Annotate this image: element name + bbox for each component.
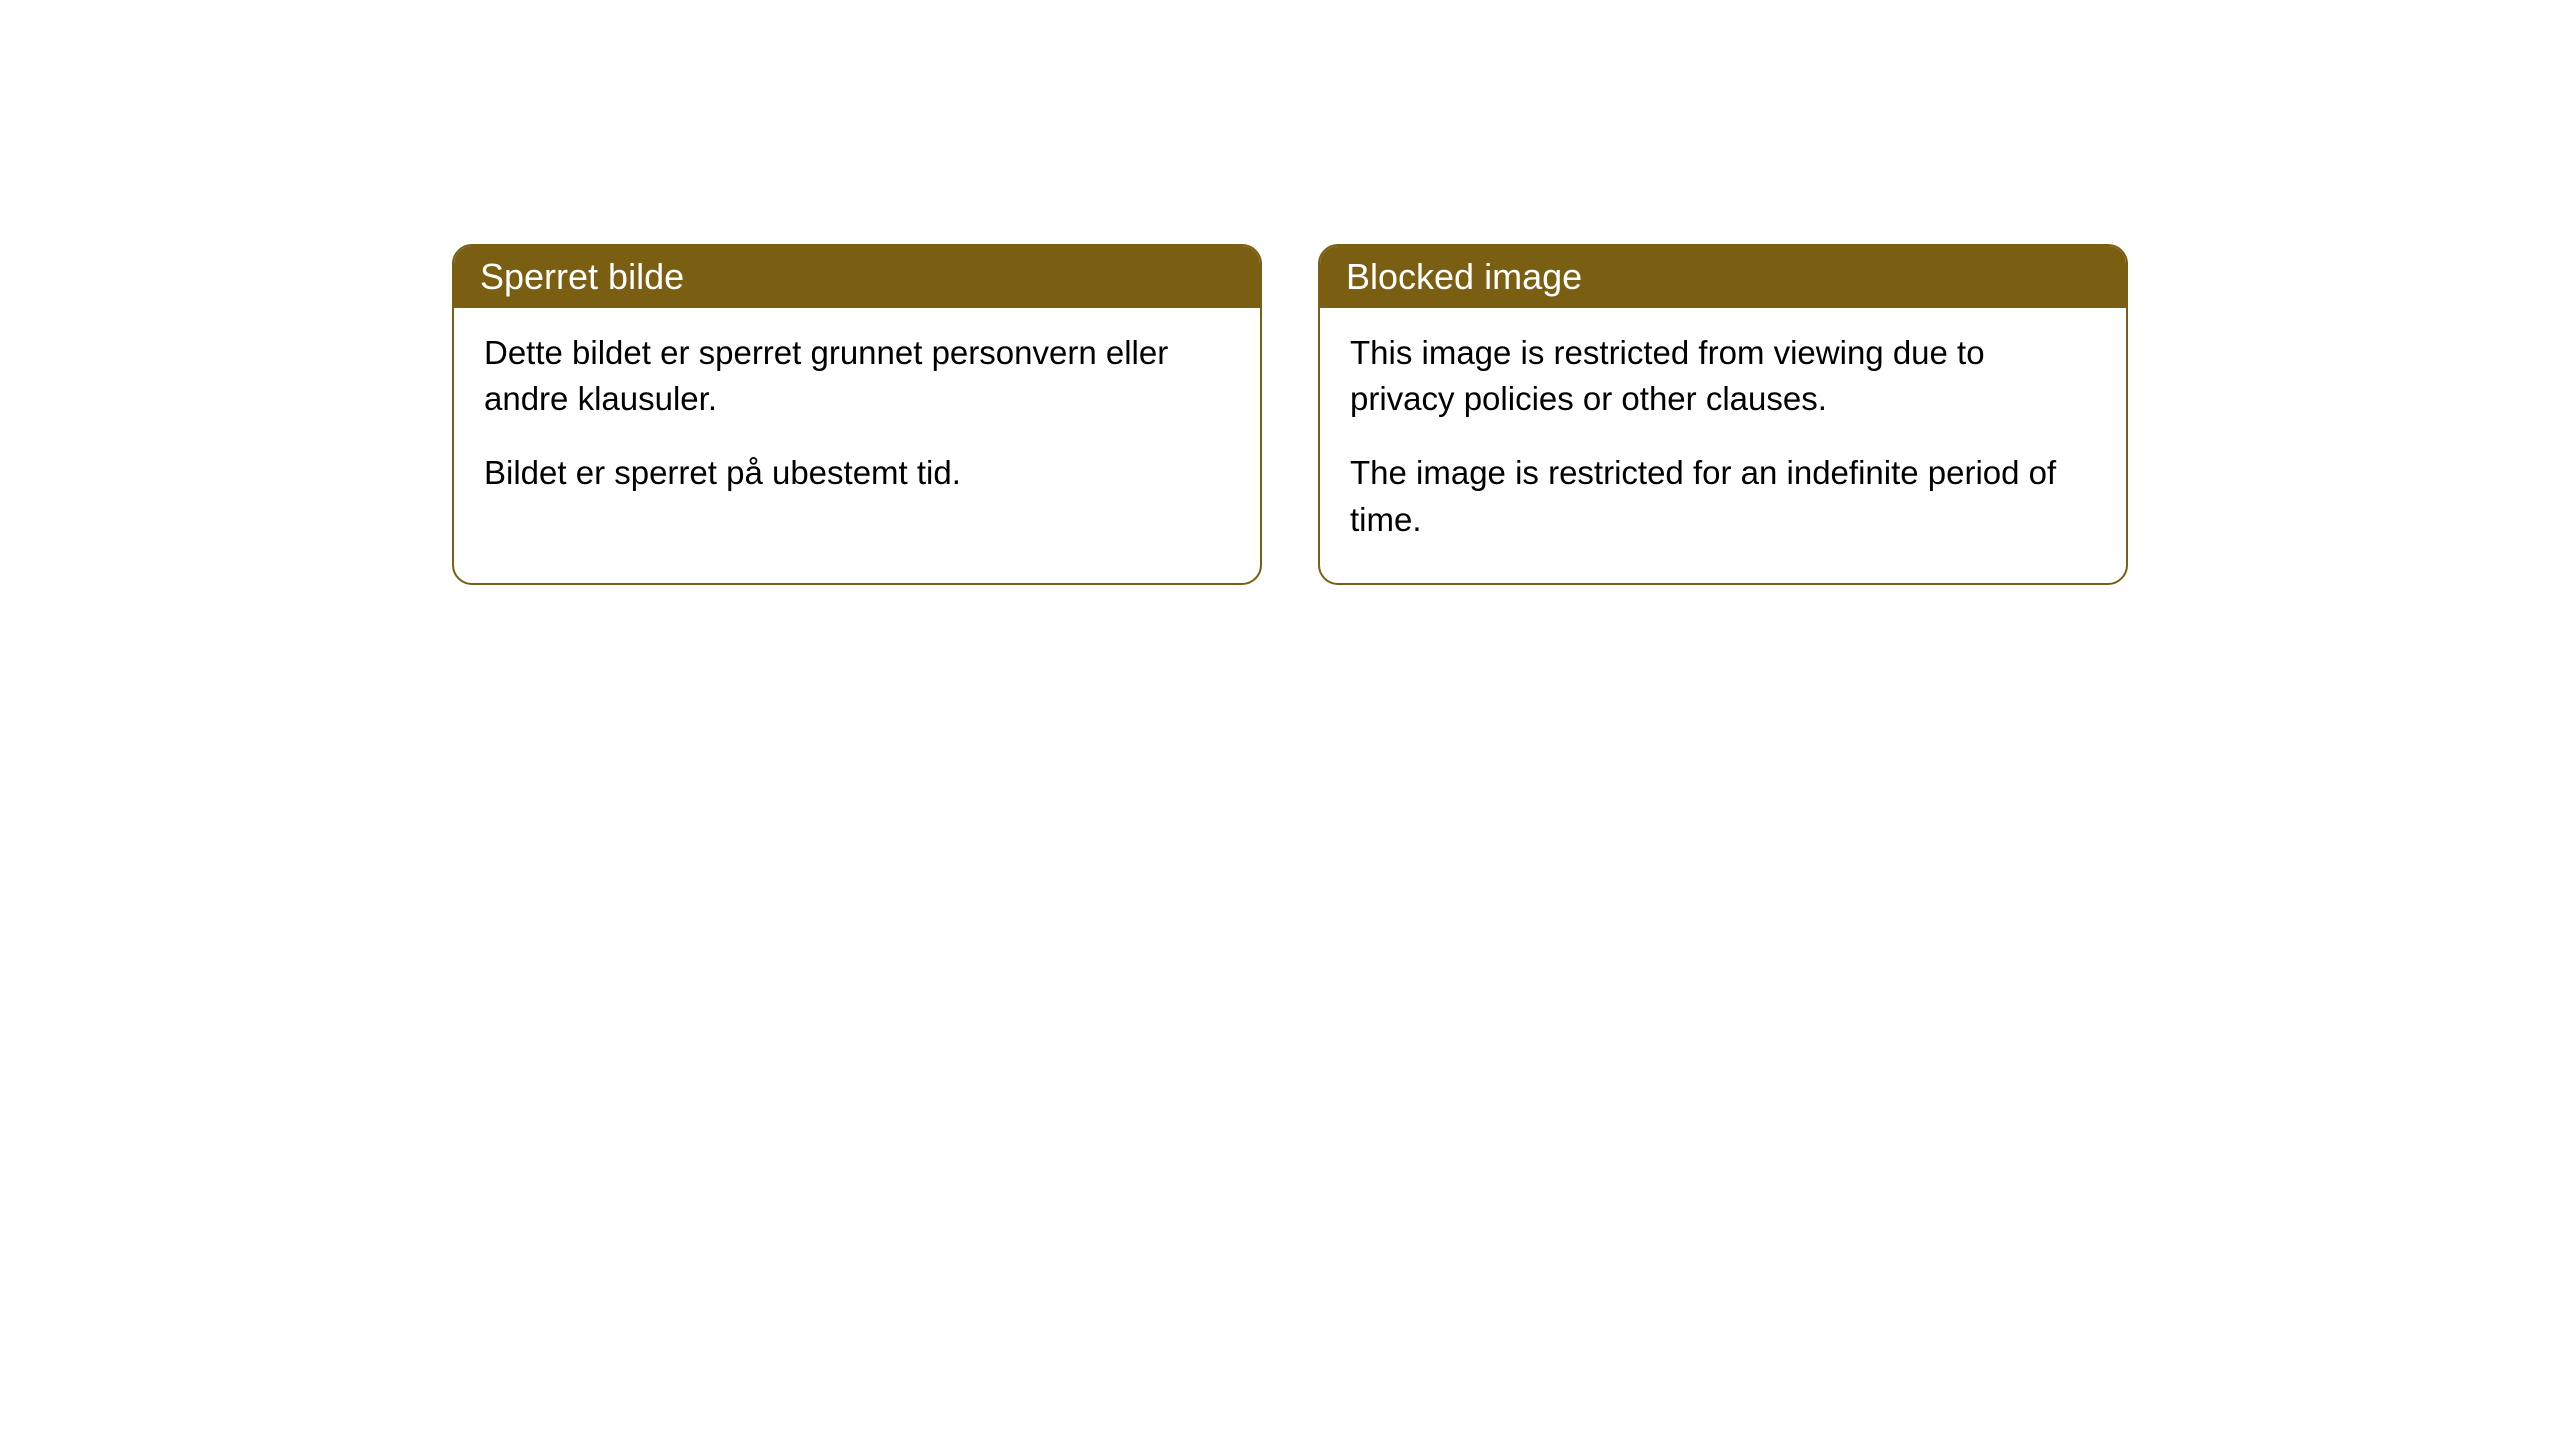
notice-cards-container: Sperret bilde Dette bildet er sperret gr… [452, 244, 2128, 585]
card-body: This image is restricted from viewing du… [1320, 308, 2126, 583]
notice-card-english: Blocked image This image is restricted f… [1318, 244, 2128, 585]
card-title: Sperret bilde [480, 256, 684, 297]
card-title: Blocked image [1346, 256, 1582, 297]
card-paragraph: The image is restricted for an indefinit… [1350, 450, 2096, 542]
card-header: Sperret bilde [454, 246, 1260, 308]
card-paragraph: Bildet er sperret på ubestemt tid. [484, 450, 1230, 496]
card-paragraph: This image is restricted from viewing du… [1350, 330, 2096, 422]
card-header: Blocked image [1320, 246, 2126, 308]
card-paragraph: Dette bildet er sperret grunnet personve… [484, 330, 1230, 422]
notice-card-norwegian: Sperret bilde Dette bildet er sperret gr… [452, 244, 1262, 585]
card-body: Dette bildet er sperret grunnet personve… [454, 308, 1260, 537]
